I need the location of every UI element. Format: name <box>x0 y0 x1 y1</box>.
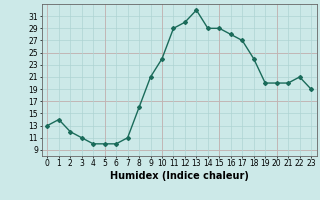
X-axis label: Humidex (Indice chaleur): Humidex (Indice chaleur) <box>110 171 249 181</box>
